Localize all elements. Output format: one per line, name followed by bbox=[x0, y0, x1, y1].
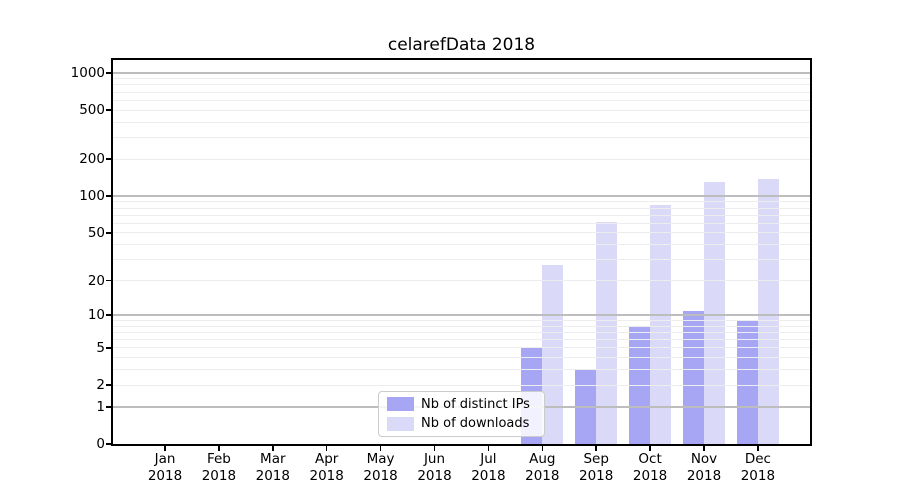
x-tick-label: Jun 2018 bbox=[417, 451, 452, 484]
bar-distinct-ips-sep bbox=[575, 369, 597, 444]
x-tick-label: Dec 2018 bbox=[740, 451, 776, 484]
x-tick bbox=[487, 446, 490, 451]
x-tick bbox=[541, 446, 544, 451]
legend-swatch-downloads bbox=[387, 416, 414, 431]
y-tick bbox=[106, 279, 111, 282]
x-tick bbox=[218, 446, 220, 451]
x-tick bbox=[272, 446, 274, 451]
y-tick-label: 20 bbox=[87, 272, 105, 289]
x-tick bbox=[164, 446, 166, 451]
x-tick-label: Mar 2018 bbox=[255, 451, 290, 484]
x-tick-label: Jan 2018 bbox=[147, 451, 183, 484]
y-tick bbox=[106, 384, 111, 386]
x-tick bbox=[649, 446, 651, 451]
x-tick bbox=[433, 446, 436, 451]
bar-downloads-aug bbox=[542, 265, 564, 444]
y-tick bbox=[106, 72, 111, 74]
legend-label-downloads: Nb of downloads bbox=[421, 416, 530, 432]
bar-distinct-ips-oct bbox=[629, 326, 651, 444]
x-tick-label: May 2018 bbox=[363, 451, 398, 484]
y-tick bbox=[106, 405, 111, 408]
bar-downloads-nov bbox=[704, 181, 725, 444]
y-tick bbox=[106, 232, 111, 234]
y-tick-label: 10 bbox=[87, 307, 105, 324]
x-tick-label: Oct 2018 bbox=[632, 451, 668, 484]
y-tick-label: 2 bbox=[96, 377, 105, 393]
x-tick bbox=[595, 446, 597, 451]
y-tick bbox=[106, 158, 111, 160]
legend: Nb of distinct IPs Nb of downloads bbox=[378, 391, 545, 437]
y-tick bbox=[106, 109, 111, 111]
y-tick-label: 5 bbox=[96, 339, 105, 356]
bar-downloads-sep bbox=[596, 222, 618, 444]
y-tick-label: 1 bbox=[96, 398, 105, 415]
y-tick-label: 500 bbox=[79, 102, 105, 119]
x-tick-label: Apr 2018 bbox=[309, 451, 344, 484]
x-tick-label: Sep 2018 bbox=[579, 451, 614, 484]
bar-downloads-oct bbox=[650, 204, 672, 444]
x-tick bbox=[379, 446, 382, 451]
chart-title: celarefData 2018 bbox=[387, 35, 536, 55]
x-tick bbox=[703, 446, 705, 451]
x-tick-label: Nov 2018 bbox=[686, 451, 722, 484]
y-tick-label: 0 bbox=[96, 436, 105, 452]
x-tick bbox=[757, 446, 759, 451]
y-tick-label: 1000 bbox=[70, 64, 105, 81]
y-tick-label: 50 bbox=[87, 224, 105, 241]
legend-swatch-distinct-ips bbox=[387, 397, 414, 412]
legend-entry-distinct-ips: Nb of distinct IPs bbox=[387, 396, 536, 413]
bar-distinct-ips-nov bbox=[683, 310, 704, 444]
x-tick-label: Aug 2018 bbox=[525, 451, 560, 484]
y-tick bbox=[106, 314, 111, 317]
legend-entry-downloads: Nb of downloads bbox=[387, 416, 536, 433]
legend-label-distinct-ips: Nb of distinct IPs bbox=[421, 396, 530, 412]
bar-downloads-dec bbox=[757, 178, 779, 444]
y-tick-label: 100 bbox=[79, 188, 105, 205]
bars-layer bbox=[113, 60, 810, 444]
bar-distinct-ips-dec bbox=[736, 320, 758, 444]
x-tick-label: Jul 2018 bbox=[471, 451, 506, 484]
x-tick bbox=[325, 446, 328, 451]
plot-area: Nb of distinct IPs Nb of downloads bbox=[111, 58, 812, 446]
y-tick-label: 200 bbox=[79, 151, 105, 168]
y-tick bbox=[106, 443, 111, 445]
y-tick bbox=[106, 195, 111, 197]
x-tick-label: Feb 2018 bbox=[201, 451, 237, 484]
y-tick bbox=[106, 346, 111, 349]
